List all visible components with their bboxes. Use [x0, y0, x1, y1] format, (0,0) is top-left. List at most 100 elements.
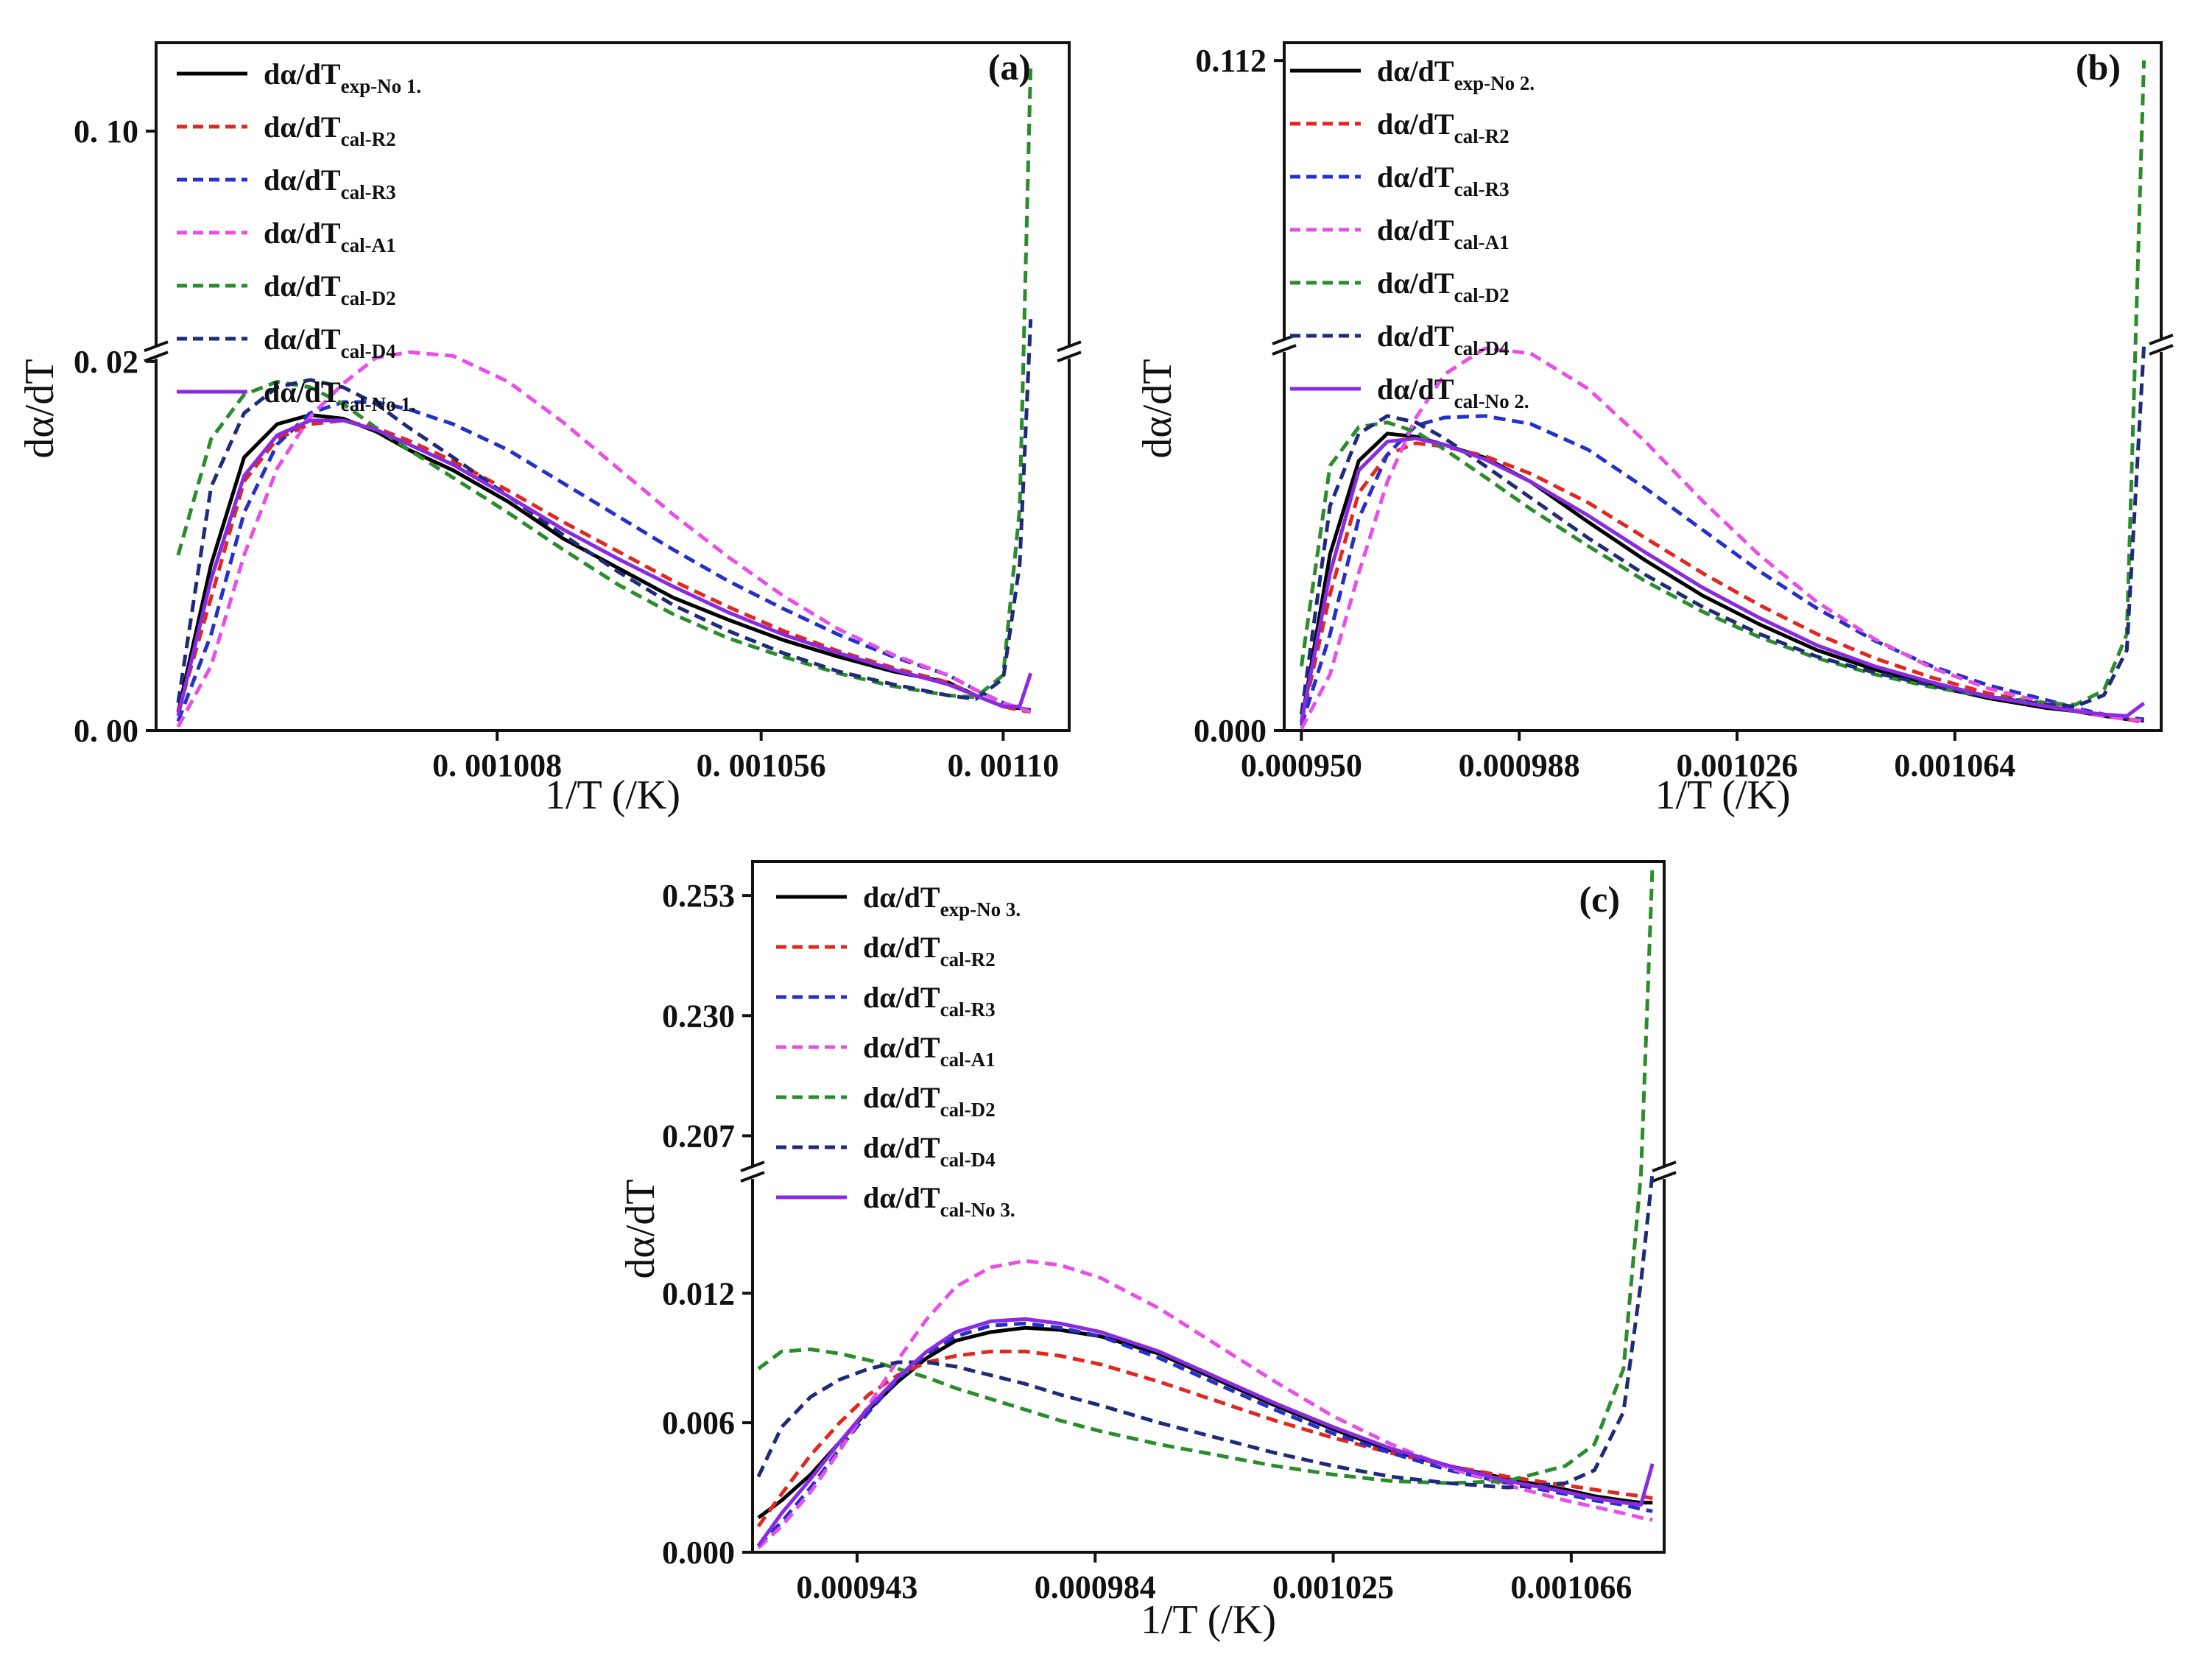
series-line-cal-r3: [757, 1321, 1653, 1547]
legend-label: dα/dT: [1377, 320, 1454, 353]
legend-label: dα/dT: [863, 1081, 940, 1114]
chart-panel-3: 0.000943 0.000984 0.001025 0.001066 0.000 0.0…: [618, 860, 1677, 1643]
legend-entry: dα/dTcal-A1: [863, 1031, 996, 1071]
y-tick-label: 0. 02: [74, 344, 138, 380]
y-tick-label: 0.000: [662, 1535, 735, 1571]
x-tick-label: 0.000988: [1459, 747, 1580, 783]
axis-break-mark: [144, 351, 169, 363]
legend-label: dα/dT: [1377, 161, 1454, 194]
legend-subscript: cal-D2: [341, 287, 396, 309]
y-tick-label: 0.012: [662, 1275, 735, 1311]
legend-subscript: cal-R3: [341, 181, 396, 203]
legend-entry: dα/dTcal-D2: [264, 270, 396, 309]
axis-break-mark: [740, 1160, 765, 1172]
legend-entry: dα/dTcal-No 2.: [1377, 373, 1529, 412]
legend-label: dα/dT: [863, 1131, 940, 1164]
legend-entry: dα/dTcal-D2: [863, 1081, 996, 1121]
legend-subscript: cal-R2: [940, 948, 996, 971]
x-tick-label: 0.001025: [1272, 1569, 1394, 1605]
axis-break-mark: [1272, 344, 1297, 356]
y-tick-label: 0.000: [1194, 713, 1267, 749]
legend-label: dα/dT: [863, 881, 940, 914]
legend-label: dα/dT: [264, 57, 341, 91]
legend-subscript: cal-A1: [341, 234, 396, 256]
x-tick-label: 0.001026: [1676, 747, 1797, 783]
series-line-cal-d4: [756, 1172, 1655, 1490]
series-line-cal-d4: [1299, 345, 2146, 715]
series-line-cal-d2: [1299, 60, 2146, 707]
legend-entry: dα/dTexp-No 2.: [1377, 54, 1535, 94]
series-line-cal-d4: [176, 319, 1033, 703]
legend-entry: dα/dTcal-A1: [264, 216, 396, 256]
axis-break-mark: [740, 1171, 765, 1183]
legend-entry: dα/dTexp-No 1.: [264, 57, 421, 97]
legend-label: dα/dT: [264, 110, 341, 144]
y-tick-label: 0.112: [1195, 43, 1267, 79]
legend-subscript: cal-R2: [341, 128, 396, 150]
x-tick-label: 0. 00110: [948, 747, 1060, 783]
legend-entry: dα/dTexp-No 3.: [863, 881, 1021, 920]
legend-entry: dα/dTcal-No 1.: [264, 376, 416, 415]
x-tick-label: 0. 001056: [697, 747, 826, 783]
series-line-cal-a1: [757, 1258, 1653, 1549]
legend-subscript: exp-No 3.: [940, 898, 1021, 920]
y-tick-label: 0.006: [662, 1405, 735, 1441]
x-tick-label: 0. 001008: [432, 747, 562, 783]
legend-subscript: cal-D4: [940, 1149, 996, 1171]
y-axis-label: dα/dT: [17, 359, 63, 458]
series-line-cal-r2: [756, 1349, 1653, 1528]
axis-break-mark: [144, 340, 169, 353]
legend-subscript: cal-R3: [940, 998, 996, 1021]
axis-break-mark: [1652, 1171, 1677, 1183]
series-line-cal-r2: [176, 418, 1032, 714]
panel-label: (c): [1579, 878, 1621, 920]
legend-subscript: exp-No 2.: [1454, 72, 1535, 94]
axis-break-mark: [1652, 1160, 1677, 1172]
series-line-cal-r3: [1300, 414, 2144, 727]
axis-break-mark: [2149, 334, 2174, 345]
x-tick-label: 0.001064: [1894, 747, 2015, 783]
legend-label: dα/dT: [1377, 214, 1454, 247]
legend-label: dα/dT: [863, 1031, 940, 1064]
legend-entry: dα/dTcal-R2: [863, 931, 996, 971]
legend-entry: dα/dTcal-No 3.: [863, 1181, 1015, 1221]
x-tick-label: 0.001066: [1510, 1569, 1632, 1605]
legend-entry: dα/dTcal-R2: [264, 110, 396, 150]
legend-subscript: cal-D4: [1454, 337, 1510, 359]
legend-label: dα/dT: [1377, 267, 1454, 300]
legend-label: dα/dT: [1377, 54, 1454, 88]
series-line-exp-no-2-: [1299, 432, 2144, 723]
plot-frame: [155, 41, 1071, 732]
legend-entry: dα/dTcal-R3: [863, 981, 996, 1021]
legend-subscript: cal-R3: [1454, 178, 1510, 200]
legend-subscript: cal-No 1.: [341, 393, 416, 415]
legend-entry: dα/dTcal-D4: [264, 323, 396, 362]
legend-label: dα/dT: [1377, 373, 1454, 406]
legend-subscript: cal-No 2.: [1454, 390, 1529, 412]
series-line-cal-r2: [1299, 441, 2145, 725]
x-tick-label: 0.000984: [1035, 1569, 1156, 1605]
x-axis-label: 1/T (/K): [545, 772, 680, 818]
series-group: [176, 64, 1033, 728]
legend-subscript: cal-D2: [940, 1099, 996, 1121]
legend-entry: dα/dTcal-A1: [1377, 214, 1510, 253]
legend-entry: dα/dTcal-D4: [863, 1131, 996, 1171]
x-tick-label: 0.000943: [796, 1569, 917, 1605]
y-tick-label: 0.230: [662, 998, 735, 1034]
y-axis-label: dα/dT: [1135, 359, 1180, 458]
panel-label: (b): [2076, 46, 2121, 88]
legend-label: dα/dT: [863, 931, 940, 964]
series-group: [756, 864, 1655, 1549]
legend-subscript: exp-No 1.: [341, 75, 422, 97]
series-line-cal-no-1-: [176, 418, 1033, 716]
y-tick-label: 0. 10: [74, 113, 138, 149]
legend-subscript: cal-No 3.: [940, 1199, 1015, 1221]
series-line-exp-no-3-: [757, 1325, 1653, 1520]
legend-entry: dα/dTcal-D2: [1377, 267, 1510, 306]
legend-label: dα/dT: [863, 1181, 940, 1214]
legend-subscript: cal-A1: [940, 1049, 996, 1071]
series-line-cal-a1: [176, 350, 1032, 728]
legend: dα/dTexp-No 3.dα/dTcal-R2dα/dTcal-R3dα/d…: [776, 881, 1021, 1221]
legend-subscript: cal-A1: [1454, 231, 1510, 253]
